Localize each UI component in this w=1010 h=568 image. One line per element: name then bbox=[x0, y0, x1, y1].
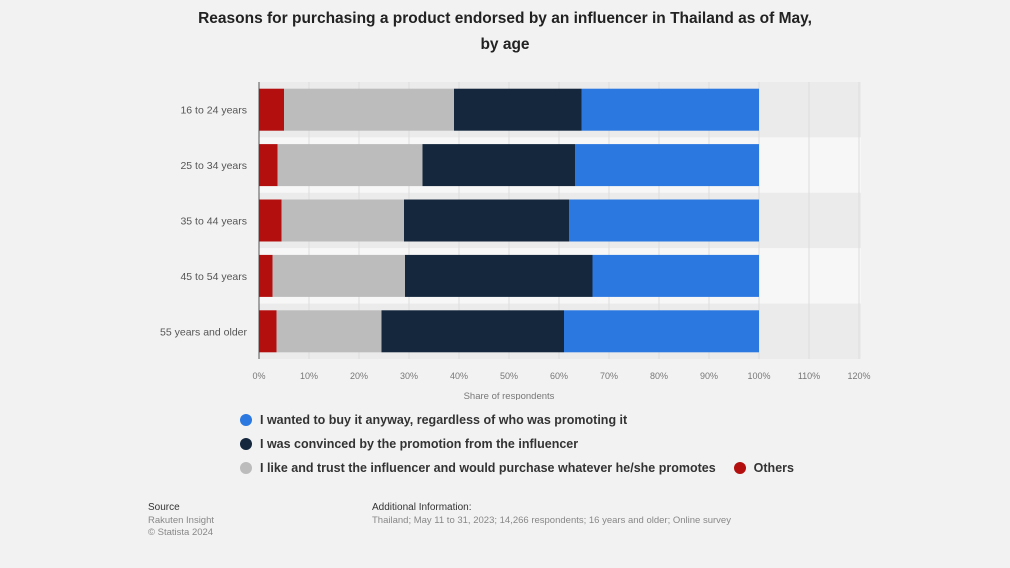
x-tick-label: 100% bbox=[747, 371, 770, 381]
x-tick-label: 90% bbox=[700, 371, 718, 381]
legend-row: I wanted to buy it anyway, regardless of… bbox=[240, 408, 940, 432]
x-tick-label: 120% bbox=[847, 371, 870, 381]
bar-segment bbox=[277, 144, 423, 187]
legend-label: I wanted to buy it anyway, regardless of… bbox=[260, 413, 628, 427]
x-tick-label: 70% bbox=[600, 371, 618, 381]
chart-title-line-1: Reasons for purchasing a product endorse… bbox=[198, 10, 812, 27]
bar-chart: 0% 10% 20% 30% 40% 50% 60% 70% 80% 90% 100% 110% 120… bbox=[160, 82, 871, 400]
bar-segment bbox=[454, 88, 582, 131]
legend-item[interactable]: Others bbox=[733, 461, 794, 475]
bar-segment bbox=[276, 310, 382, 353]
legend-item[interactable]: I wanted to buy it anyway, regardless of… bbox=[240, 413, 627, 427]
bar-segment bbox=[381, 310, 564, 353]
bar-segment bbox=[405, 254, 593, 297]
bar-segment bbox=[569, 199, 759, 242]
x-tick-label: 80% bbox=[650, 371, 668, 381]
legend-dot-icon bbox=[733, 462, 746, 474]
additional-info-text: Thailand; May 11 to 31, 2023; 14,266 res… bbox=[372, 515, 731, 526]
x-tick-label: 30% bbox=[400, 371, 418, 381]
legend-row: I was convinced by the promotion from th… bbox=[240, 432, 940, 456]
source-line: Rakuten Insight bbox=[148, 515, 215, 526]
x-tick-label: 50% bbox=[500, 371, 518, 381]
category-label: 16 to 24 years bbox=[180, 105, 247, 117]
x-tick-label: 20% bbox=[350, 371, 368, 381]
category-label: 55 years and older bbox=[160, 326, 247, 338]
legend-label: Others bbox=[753, 461, 794, 475]
x-axis-title: Share of respondents bbox=[464, 391, 555, 400]
legend-label: I like and trust the influencer and woul… bbox=[260, 461, 716, 475]
bar-segment bbox=[575, 144, 759, 187]
source-heading: Source bbox=[148, 502, 180, 513]
additional-info-block: Additional Information: Thailand; May 11… bbox=[372, 502, 731, 527]
category-label: 35 to 44 years bbox=[180, 216, 247, 228]
x-tick-label: 0% bbox=[252, 371, 265, 381]
x-tick-label: 110% bbox=[798, 371, 820, 381]
chart-title-line-2: by age bbox=[480, 36, 530, 53]
x-tick-label: 40% bbox=[450, 371, 468, 381]
legend-dot-icon bbox=[240, 438, 252, 450]
bar-segment bbox=[564, 310, 759, 353]
bar-segment bbox=[281, 199, 404, 242]
legend-item[interactable]: I like and trust the influencer and woul… bbox=[240, 461, 716, 475]
bar-segment bbox=[259, 199, 282, 242]
source-block: Source Rakuten Insight © Statista 2024 bbox=[148, 502, 214, 539]
x-tick-label: 60% bbox=[550, 371, 568, 381]
bar-segment bbox=[259, 144, 278, 187]
additional-info-heading: Additional Information: bbox=[372, 502, 472, 513]
legend-item[interactable]: I was convinced by the promotion from th… bbox=[240, 437, 578, 451]
category-label: 25 to 34 years bbox=[180, 160, 247, 172]
bar-segment bbox=[592, 254, 759, 297]
bar-segment bbox=[259, 310, 277, 353]
legend-label: I was convinced by the promotion from th… bbox=[260, 437, 579, 451]
x-tick-label: 10% bbox=[300, 371, 318, 381]
bar-segment bbox=[259, 88, 284, 131]
bar-segment bbox=[422, 144, 575, 187]
legend-dot-icon bbox=[240, 462, 252, 474]
chart-title: Reasons for purchasing a product endorse… bbox=[0, 6, 1010, 58]
bar-segment bbox=[259, 254, 273, 297]
legend-dot-icon bbox=[240, 414, 252, 426]
bar-segment bbox=[581, 88, 759, 131]
chart-legend: I wanted to buy it anyway, regardless of… bbox=[240, 408, 940, 480]
copyright-line: © Statista 2024 bbox=[148, 527, 214, 538]
bar-segment bbox=[284, 88, 454, 131]
bar-segment bbox=[272, 254, 405, 297]
legend-row: I like and trust the influencer and woul… bbox=[240, 456, 940, 480]
bar-segment bbox=[404, 199, 569, 242]
category-label: 45 to 54 years bbox=[180, 271, 247, 283]
